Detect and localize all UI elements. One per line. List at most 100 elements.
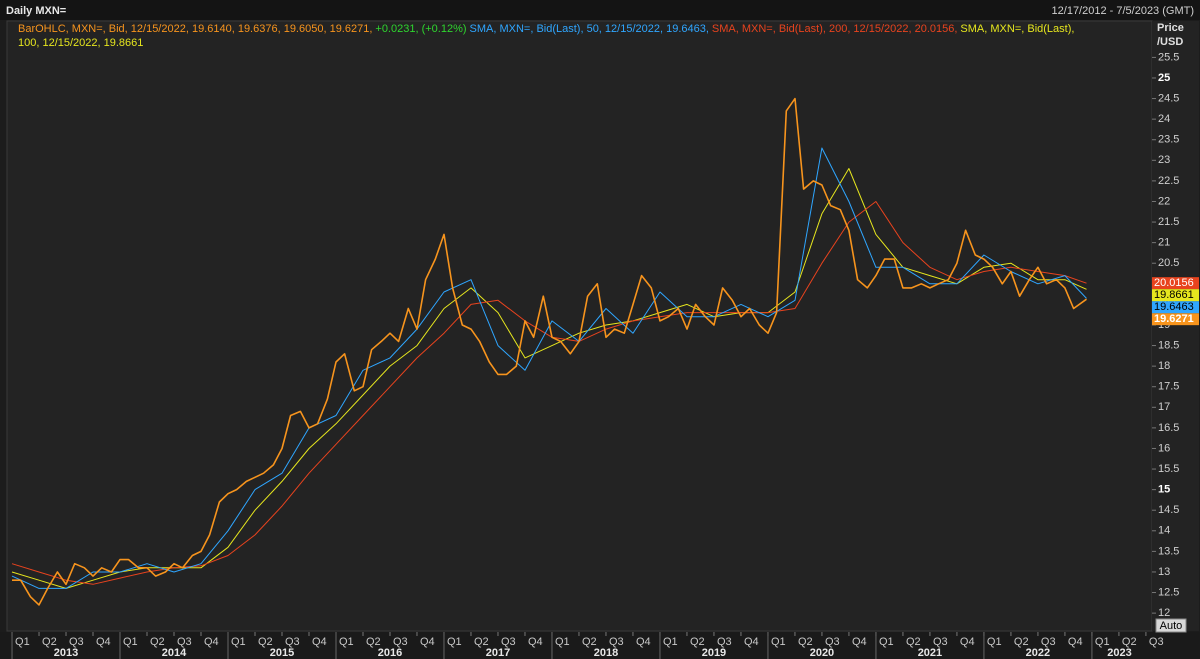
y-tick-label: 17.5: [1158, 381, 1179, 393]
year-label: 2023: [1107, 647, 1131, 659]
x-tick-label: Q1: [879, 636, 894, 648]
y-axis-label: Price: [1157, 22, 1184, 34]
x-tick-label: Q2: [906, 636, 921, 648]
last-value-label: 19.8661: [1154, 289, 1194, 301]
x-tick-label: Q1: [123, 636, 138, 648]
chart-title: Daily MXN=: [6, 5, 66, 17]
x-tick-label: Q3: [285, 636, 300, 648]
x-tick-label: Q4: [420, 636, 435, 648]
legend-entry: +0.0231, (+0.12%): [375, 23, 467, 35]
last-value-badge: [1152, 289, 1199, 302]
x-tick-label: Q3: [393, 636, 408, 648]
x-tick-label: Q4: [960, 636, 975, 648]
x-tick-label: Q4: [636, 636, 651, 648]
y-tick-label: 20.5: [1158, 257, 1179, 269]
year-label: 2015: [270, 647, 294, 659]
last-value-badge: [1152, 277, 1199, 290]
y-tick-label: 12: [1158, 607, 1170, 619]
y-tick-label: 15: [1158, 484, 1170, 496]
x-tick-label: Q4: [852, 636, 867, 648]
x-tick-label: Q2: [798, 636, 813, 648]
y-tick-label: 16.5: [1158, 422, 1179, 434]
last-value-label: 19.6463: [1154, 301, 1194, 313]
x-tick-label: Q1: [447, 636, 462, 648]
x-tick-label: Q4: [96, 636, 111, 648]
year-label: 2017: [486, 647, 510, 659]
x-tick-label: Q3: [177, 636, 192, 648]
y-axis-label: /USD: [1157, 36, 1183, 48]
x-tick-label: Q2: [582, 636, 597, 648]
y-tick-label: 24.5: [1158, 92, 1179, 104]
x-tick-label: Q1: [15, 636, 30, 648]
y-tick-label: 15.5: [1158, 463, 1179, 475]
price-line: [12, 97, 1087, 606]
x-tick-label: Q2: [1014, 636, 1029, 648]
x-tick-label: Q2: [1122, 636, 1137, 648]
x-tick-label: Q2: [150, 636, 165, 648]
x-tick-label: Q3: [609, 636, 624, 648]
x-axis-band: [0, 632, 1200, 659]
x-tick-label: Q3: [1041, 636, 1056, 648]
x-tick-label: Q3: [825, 636, 840, 648]
last-value-badge: [1152, 301, 1199, 314]
last-value-badge: [1152, 313, 1199, 326]
auto-button-label[interactable]: Auto: [1160, 620, 1183, 632]
x-tick-label: Q3: [933, 636, 948, 648]
y-tick-label: 14.5: [1158, 504, 1179, 516]
y-tick-label: 23: [1158, 154, 1170, 166]
y-tick-label: 22: [1158, 195, 1170, 207]
y-tick-label: 17: [1158, 401, 1170, 413]
date-range: 12/17/2012 - 7/5/2023 (GMT): [1052, 5, 1194, 17]
last-value-label: 19.6271: [1154, 313, 1194, 325]
x-tick-label: Q3: [69, 636, 84, 648]
y-tick-label: 23.5: [1158, 134, 1179, 146]
y-tick-label: 13: [1158, 566, 1170, 578]
x-tick-label: Q2: [690, 636, 705, 648]
legend-entry: SMA, MXN=, Bid(Last), 200, 12/15/2022, 2…: [711, 23, 958, 35]
x-tick-label: Q4: [312, 636, 327, 648]
marks: 12 12.5 13 13.5 14 14.5 15 15.5 16 16.5 17 17.5 18 18…: [11, 51, 1199, 659]
x-tick-label: Q1: [771, 636, 786, 648]
year-label: 2019: [702, 647, 726, 659]
year-label: 2014: [162, 647, 187, 659]
year-label: 2013: [54, 647, 78, 659]
y-tick-label: 24: [1158, 113, 1170, 125]
year-label: 2016: [378, 647, 402, 659]
y-tick-label: 18: [1158, 360, 1170, 372]
y-tick-label: 13.5: [1158, 545, 1179, 557]
sma-line: [11, 147, 1087, 589]
x-tick-label: Q2: [474, 636, 489, 648]
x-tick-label: Q4: [1068, 636, 1083, 648]
x-tick-label: Q4: [744, 636, 759, 648]
x-tick-label: Q2: [366, 636, 381, 648]
auto-button[interactable]: [1155, 618, 1187, 633]
year-label: 2018: [594, 647, 618, 659]
legend-entry: BarOHLC, MXN=, Bid, 12/15/2022, 19.6140,…: [18, 23, 373, 35]
year-label: 2020: [810, 647, 834, 659]
x-tick-label: Q4: [528, 636, 543, 648]
header-bar: [0, 0, 1200, 20]
x-tick-label: Q4: [204, 636, 219, 648]
year-label: 2022: [1026, 647, 1050, 659]
y-tick-label: 21: [1158, 237, 1170, 249]
y-tick-label: 25: [1158, 72, 1170, 84]
plot-area: [6, 20, 1153, 632]
y-tick-label: 18.5: [1158, 339, 1179, 351]
x-tick-label: Q1: [555, 636, 570, 648]
y-tick-label: 21.5: [1158, 216, 1179, 228]
x-tick-label: Q1: [1095, 636, 1110, 648]
sma-line: [11, 168, 1087, 589]
axis-area: [1152, 21, 1199, 631]
y-tick-label: 16: [1158, 442, 1170, 454]
x-tick-label: Q1: [339, 636, 354, 648]
y-tick-label: 25.5: [1158, 51, 1179, 63]
x-tick-label: Q1: [987, 636, 1002, 648]
x-tick-label: Q3: [1149, 636, 1164, 648]
y-tick-label: 12.5: [1158, 586, 1179, 598]
x-tick-label: Q1: [231, 636, 246, 648]
legend-entry: SMA, MXN=, Bid(Last), 100, 12/15/2022, 1…: [18, 23, 1075, 49]
y-tick-label: 14: [1158, 525, 1170, 537]
year-label: 2021: [918, 647, 942, 659]
x-tick-label: Q2: [258, 636, 273, 648]
